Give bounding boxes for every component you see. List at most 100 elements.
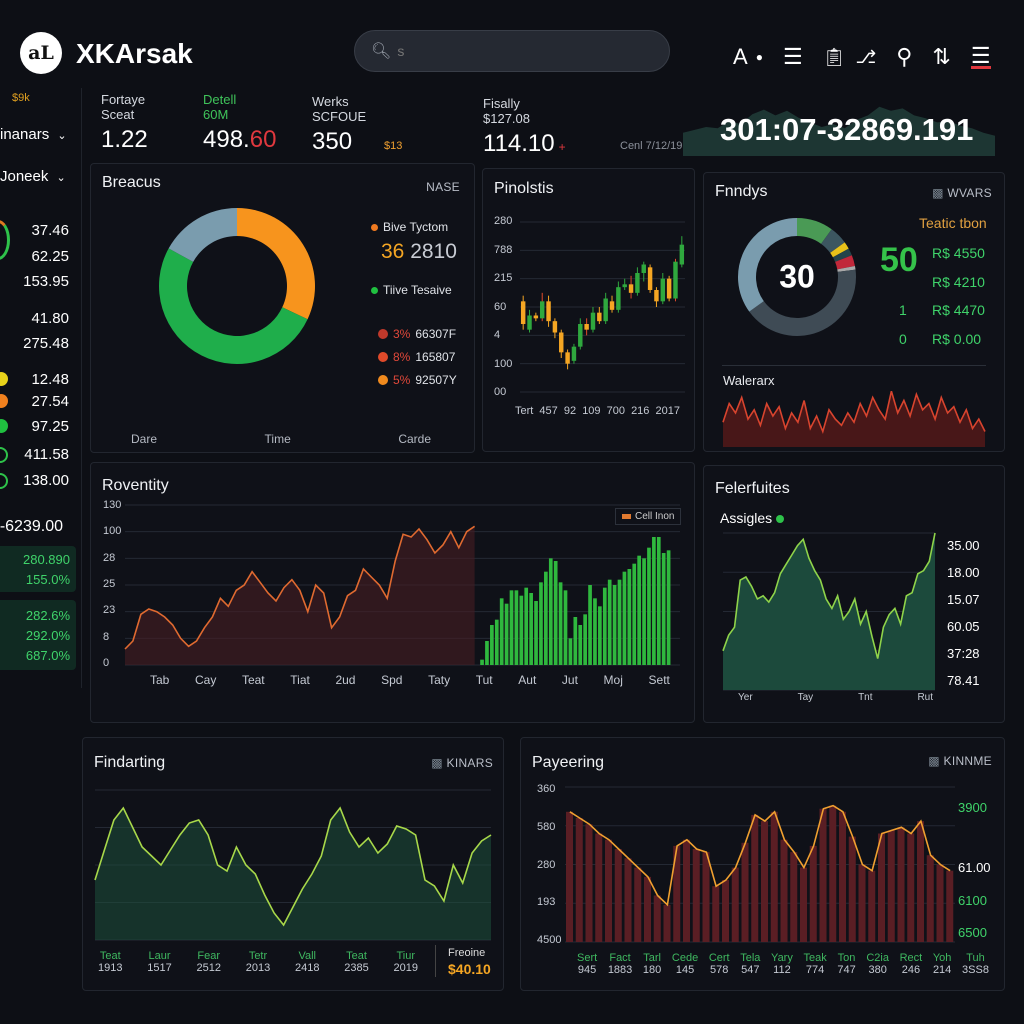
bar (946, 870, 954, 942)
bar (544, 571, 548, 665)
bar (663, 904, 671, 942)
candle-body (546, 301, 551, 322)
bar (585, 824, 593, 942)
row-value: 92507Y (415, 373, 457, 387)
bar (553, 561, 558, 665)
bar (656, 537, 661, 665)
footer-tab[interactable]: Time (264, 432, 291, 446)
tick-text: Cede (671, 952, 699, 964)
tick-label: Tut (475, 673, 493, 687)
panel-title: Roventity (102, 477, 169, 494)
tick-label: Tert (515, 405, 534, 417)
candle-body (578, 324, 583, 347)
tick-text: 3SS8 (962, 964, 989, 976)
bar (614, 849, 622, 942)
area-fill (723, 391, 985, 447)
row-pct: 5% (393, 373, 411, 387)
search-bar[interactable]: 🔍︎ (354, 30, 670, 72)
tick-text: 578 (710, 964, 729, 976)
bar (519, 595, 524, 665)
search-input[interactable] (397, 43, 638, 59)
legend-row: 3% 66307F (378, 327, 456, 341)
bar (548, 558, 553, 665)
stat-label: $127.08 (483, 111, 530, 126)
tick-label: 60 (494, 300, 507, 313)
tick-label: 100 (494, 357, 513, 370)
filter-icon[interactable]: ☰ (782, 44, 803, 69)
menu-icon[interactable]: ☰ (970, 42, 991, 69)
tick-text: 1883 (607, 964, 633, 976)
panel-tag[interactable]: ▩ KINARS (431, 756, 493, 770)
fnndys-row-value: R$ 4470 (932, 302, 985, 318)
tick-text: Teat (346, 950, 367, 962)
tick-text: 547 (741, 964, 760, 976)
sidebar-dropdown-2[interactable]: Joneek ⌄ (0, 168, 66, 185)
tick-label: 78.41 (947, 673, 980, 688)
bar (612, 585, 617, 665)
tick-label: 6500 (958, 925, 987, 940)
tick-label: 0 (103, 656, 110, 669)
tick-text: 2418 (295, 962, 320, 974)
tick-text: 145 (675, 964, 695, 976)
tick-label: Moj (603, 673, 623, 687)
panel-tag[interactable]: ▩ WVARS (932, 186, 992, 200)
stat-label: Detell (203, 92, 237, 107)
sidebar-value: 41.80 (31, 310, 69, 327)
bar (480, 659, 484, 665)
refresh-icon[interactable]: ⇅ (932, 44, 951, 69)
footer-tab[interactable]: Dare (131, 432, 158, 446)
fnndys-row-value: R$ 0.00 (932, 331, 982, 347)
sidebar: $9k inanars ⌄ Joneek ⌄ 37.46 62.25 153.9… (0, 88, 82, 688)
bar (539, 582, 543, 665)
tick-label: 2ud (335, 673, 356, 687)
bar (509, 590, 514, 665)
series-line (722, 532, 936, 659)
tick-label: Ton 747 (837, 952, 855, 976)
tick-label: Tab (150, 673, 170, 687)
box-value: 155.0% (25, 572, 70, 587)
bar (617, 579, 622, 665)
tick-label: Teat 2385 (344, 950, 368, 974)
search-icon[interactable]: ⚲ (896, 44, 913, 69)
findarting-panel: Findarting ▩ KINARS Freoine $40.10 (82, 737, 504, 991)
bar (809, 845, 817, 942)
tick-label: 216 (631, 405, 650, 417)
bar (673, 845, 681, 942)
panel-tag: NASE (426, 180, 460, 194)
sidebar-value: 62.25 (31, 248, 69, 265)
x-axis: Tert 457 92 109 700 216 2017 (515, 405, 680, 417)
tick-label: 61.00 (958, 860, 991, 875)
text-size-icon[interactable]: A (733, 44, 748, 69)
tick-text: Teat (99, 950, 121, 962)
tick-label: Laur 1517 (147, 950, 171, 974)
legend-box[interactable]: Cell Inon (615, 508, 682, 525)
bar (936, 864, 944, 942)
sidebar-badge: $9k (12, 92, 30, 104)
donut-slice (168, 208, 237, 262)
bar (583, 614, 587, 665)
candle-body (590, 312, 596, 330)
donut-slice (749, 269, 856, 336)
tick-label: Cede 145 (672, 952, 698, 976)
tick-label: 280 (494, 215, 513, 227)
stat-label: Fortaye (101, 92, 146, 107)
bar (780, 839, 788, 942)
panel-tag[interactable]: ▩ KINNME (928, 754, 992, 768)
bar (722, 880, 730, 942)
row-value: 165807 (415, 350, 456, 364)
logo[interactable]: aL (20, 32, 62, 74)
row-value: 66307F (415, 327, 457, 341)
bar (575, 818, 583, 942)
tick-label: 3900 (958, 800, 987, 815)
bar (702, 852, 710, 942)
clipboard-icon[interactable]: 📋︎ (822, 46, 846, 67)
footer-tab[interactable]: Carde (398, 432, 431, 446)
bar-line-chart (565, 786, 955, 943)
stat-value: 498.60 (203, 126, 276, 154)
sidebar-green-box[interactable]: 280.890 155.0% (0, 546, 76, 592)
link-icon[interactable]: ⎇ (855, 46, 877, 67)
sidebar-green-box[interactable]: 282.6% 292.0% 687.0% (0, 600, 76, 670)
area-fill (125, 526, 475, 665)
bar (761, 821, 769, 942)
sidebar-dropdown-1[interactable]: inanars ⌄ (0, 126, 67, 143)
